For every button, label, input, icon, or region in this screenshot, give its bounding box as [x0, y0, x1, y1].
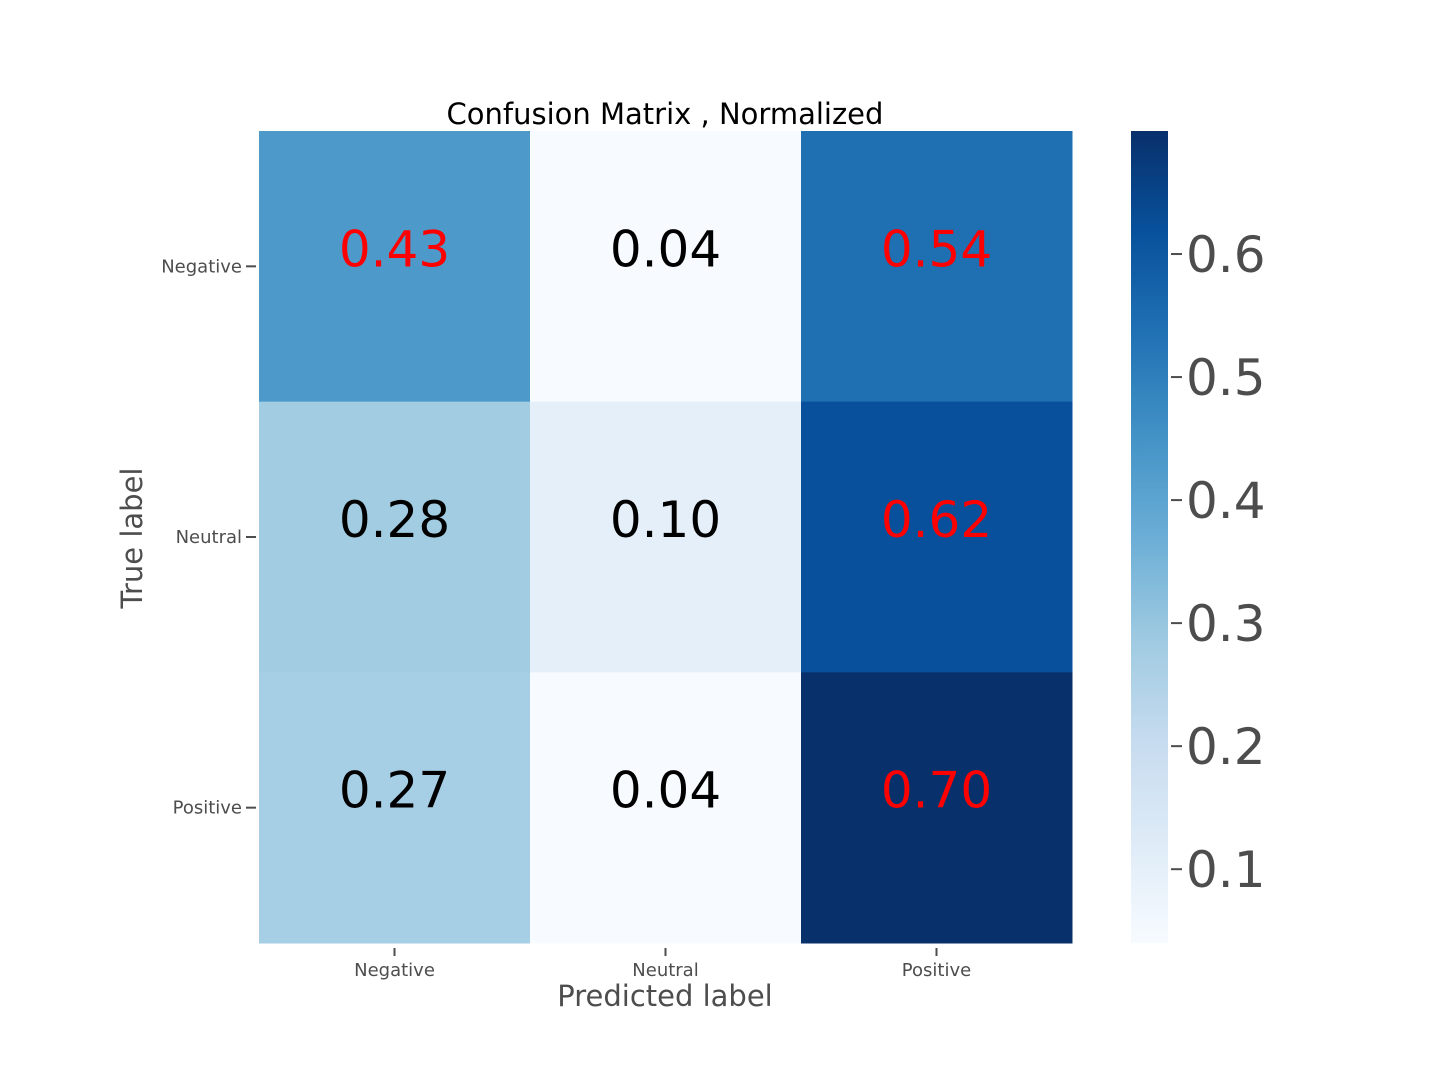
cell-value-label-3-1: 0.27 — [339, 762, 450, 820]
heatmap-cell-2-1 — [259, 401, 531, 673]
heatmap-cell-3-2 — [530, 672, 802, 944]
x-tick-label-positive: Positive — [902, 960, 971, 981]
heatmap-cell-3-1 — [259, 672, 531, 944]
cell-value-label-3-3: 0.70 — [881, 762, 992, 820]
cell-value-label-1-3: 0.54 — [881, 220, 992, 278]
heatmap-cell-2-2 — [530, 401, 802, 673]
x-tick-label-negative: Negative — [354, 960, 435, 981]
y-tick-label-positive: Positive — [173, 798, 242, 819]
colorbar-tick-label: 0.4 — [1186, 472, 1266, 530]
colorbar-tick-label: 0.5 — [1186, 349, 1266, 407]
heatmap-cells — [259, 131, 1073, 944]
colorbar-tick-label: 0.6 — [1186, 226, 1266, 284]
heatmap-cell-1-2 — [530, 131, 802, 403]
y-axis-ticks: Negative Neutral Positive — [161, 256, 256, 819]
heatmap-cell-1-3 — [801, 131, 1073, 403]
heatmap-cell-2-3 — [801, 401, 1073, 673]
y-tick-label-neutral: Neutral — [176, 527, 242, 548]
colorbar-ticks: 0.1 0.2 0.3 0.4 0.5 0.6 — [1171, 226, 1266, 899]
heatmap-cell-3-3 — [801, 672, 1073, 944]
cell-value-label-1-2: 0.04 — [610, 220, 721, 278]
y-tick-label-negative: Negative — [161, 256, 242, 277]
colorbar-tick-label: 0.2 — [1186, 718, 1266, 776]
x-tick-label-neutral: Neutral — [632, 960, 698, 981]
colorbar-tick-label: 0.3 — [1186, 595, 1266, 653]
cell-value-label-2-3: 0.62 — [881, 491, 992, 549]
cell-value-label-2-1: 0.28 — [339, 491, 450, 549]
heatmap-cell-1-1 — [259, 131, 531, 403]
heatmap-cell-labels: 0.43 0.04 0.54 0.28 0.10 0.62 0.27 0.04 0.70 — [339, 220, 992, 819]
colorbar — [1131, 131, 1168, 943]
x-axis-label: Predicted label — [557, 979, 773, 1013]
y-axis-label: True label — [115, 468, 149, 610]
cell-value-label-2-2: 0.10 — [610, 491, 721, 549]
colorbar-tick-label: 0.1 — [1186, 841, 1266, 899]
cell-value-label-1-1: 0.43 — [339, 220, 450, 278]
chart-title: Confusion Matrix , Normalized — [447, 97, 884, 131]
cell-value-label-3-2: 0.04 — [610, 762, 721, 820]
x-axis-ticks: Negative Neutral Positive — [354, 948, 971, 981]
